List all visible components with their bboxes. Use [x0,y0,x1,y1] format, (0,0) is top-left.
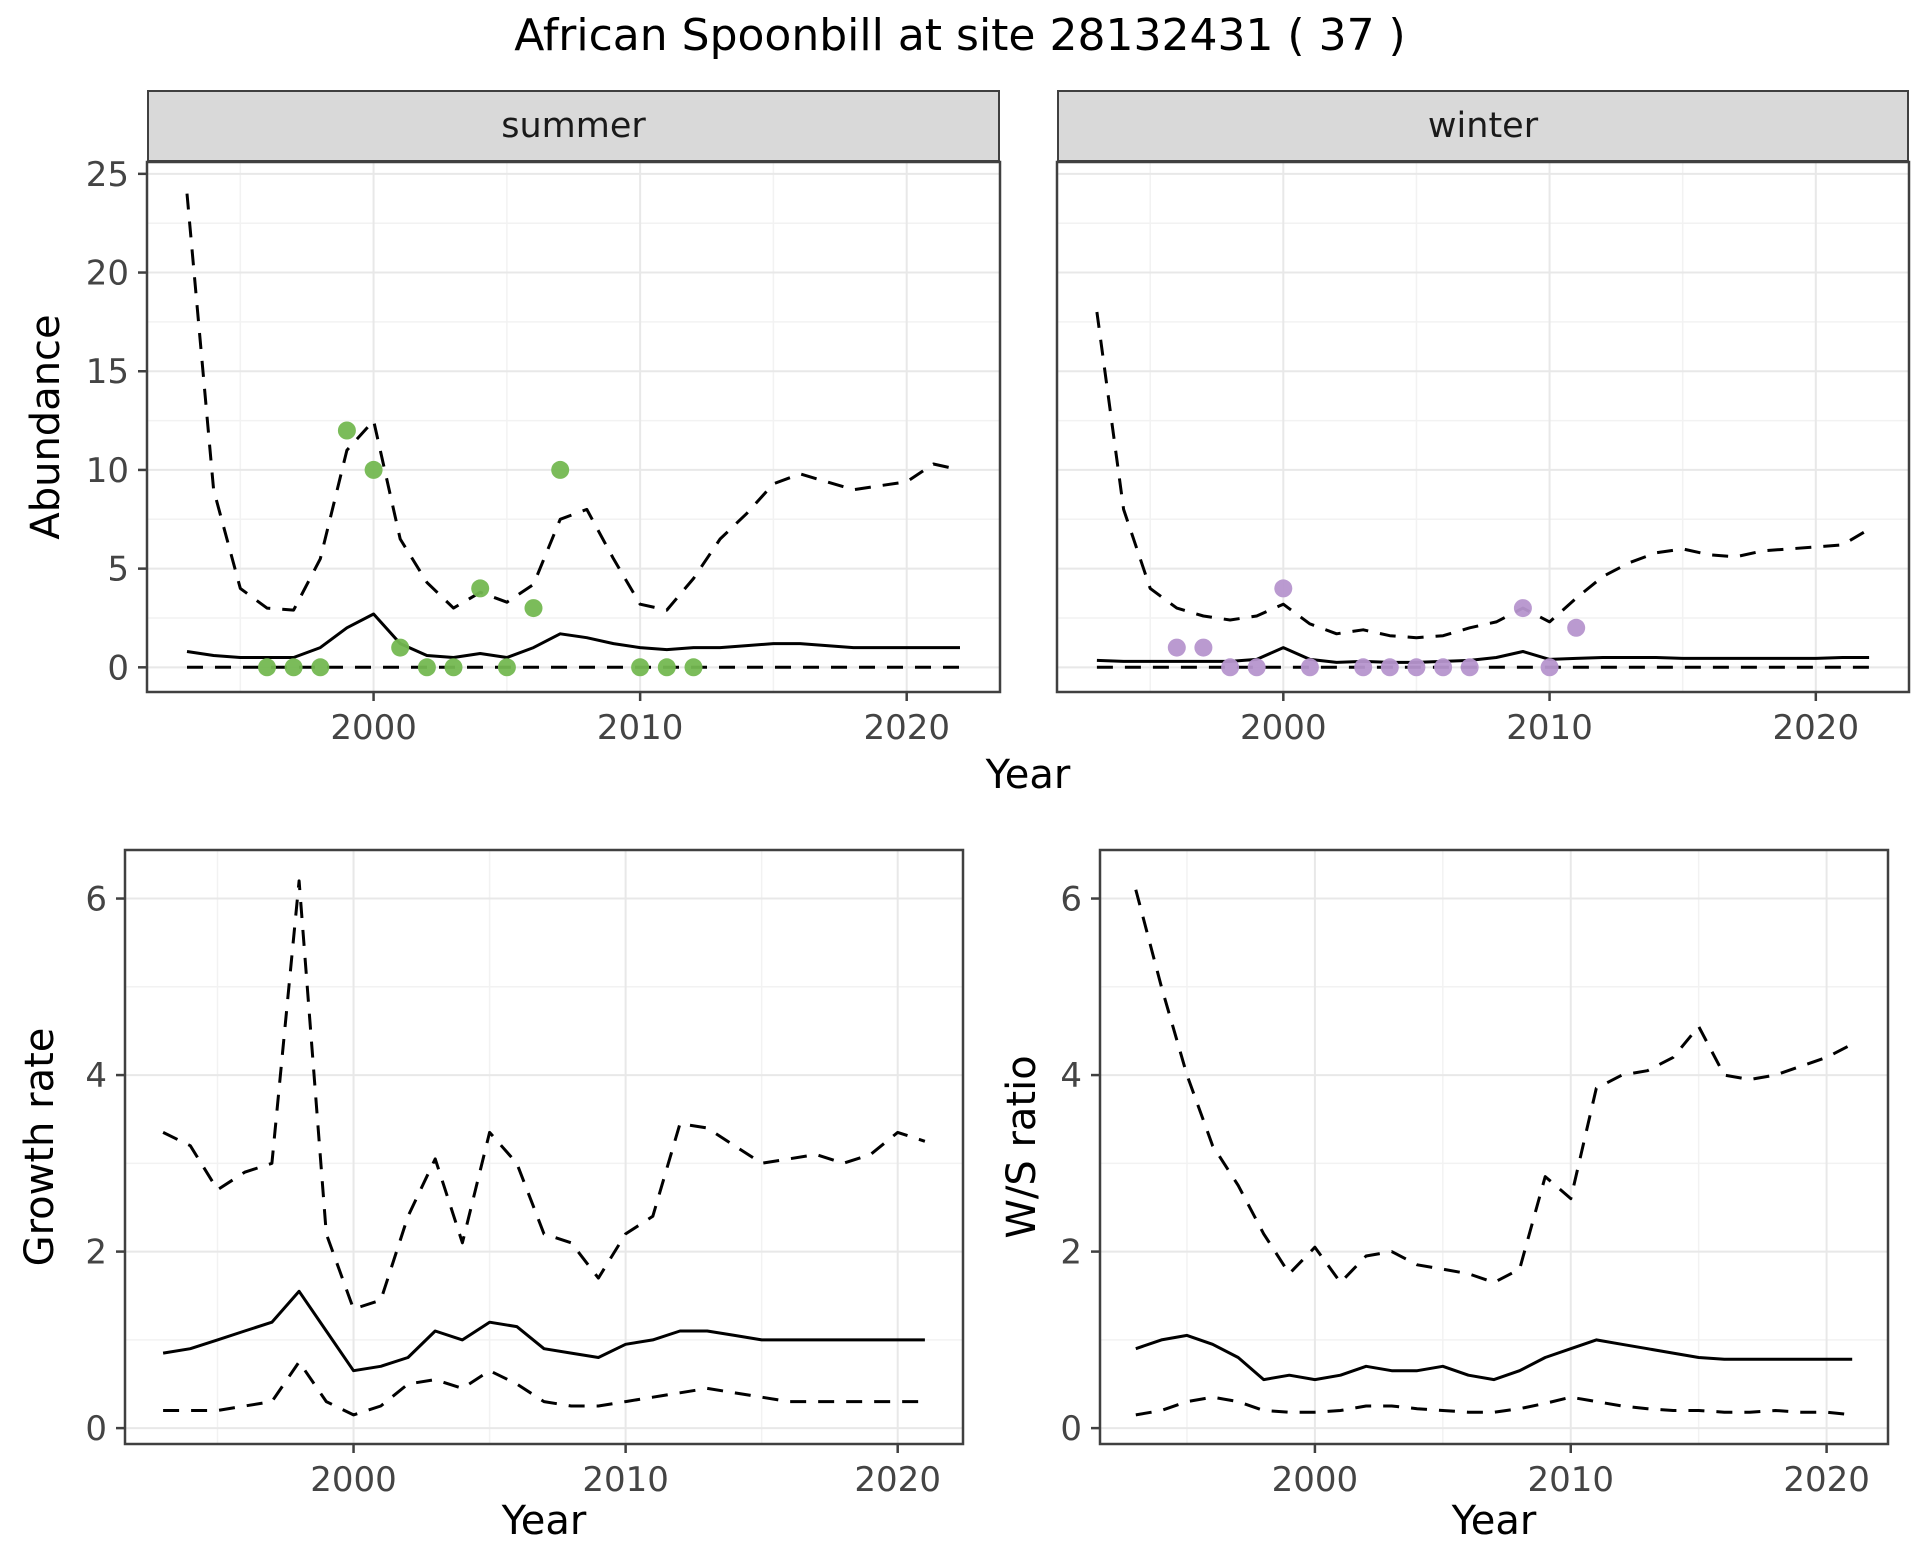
panel-background [125,850,963,1444]
upper-ci-line [185,193,961,612]
observation-point [1513,599,1532,618]
upper-ci-line [1134,889,1853,1284]
observation-point [1247,658,1266,677]
observation-point [1460,658,1479,677]
panel-border [1098,848,1890,1446]
observation-point [1434,658,1453,677]
panel-border [123,848,965,1446]
y-tick-label: 0 [1060,1409,1082,1449]
x-axis-label-year-growth: Year [501,1498,587,1544]
observation-point [1167,638,1186,657]
x-tick-label: 2010 [1527,1460,1614,1500]
x-tick-label: 2010 [1506,708,1593,748]
panel-ws-ratio: 2000 2010 2020 0 2 4 6 [1060,848,1890,1500]
x-tick-label: 2020 [1783,1460,1870,1500]
panel-abundance-summer: 2000 2010 2020 0 5 10 15 20 25 [86,155,1002,748]
x-tick-label: 2020 [854,1460,941,1500]
y-tick-label: 6 [1060,880,1082,920]
observation-point [1194,638,1213,657]
observation-point [391,638,410,657]
observation-point [444,658,463,677]
y-axis-label-growth-rate: Growth rate [17,1027,63,1267]
observation-point [1407,658,1426,677]
y-tick-label: 5 [107,550,129,590]
panel-background [1057,162,1909,692]
x-tick-label: 2000 [1240,708,1327,748]
facet-strip-winter-label: winter [1427,106,1539,146]
panel-background [147,162,1000,692]
upper-ci-line [1095,311,1870,640]
observation-point [1274,579,1293,598]
median-line [1135,1333,1853,1382]
panel-background [1100,850,1888,1444]
facet-strip-summer: summer [147,90,1000,162]
observation-point [497,658,516,677]
y-tick-label: 15 [86,352,129,392]
panel-abundance-winter: 2000 2010 2020 [1055,160,1911,748]
median-line [162,1289,925,1373]
y-tick-label: 6 [85,880,107,920]
chart-title: African Spoonbill at site 28132431 ( 37 … [514,10,1406,61]
panel-growth-rate: 2000 2010 2020 0 2 4 6 [85,848,965,1500]
observation-point [657,658,676,677]
y-tick-label: 25 [86,155,129,195]
facet-strip-summer-label: summer [501,106,646,146]
x-axis-label-year-ws: Year [1451,1498,1537,1544]
observation-point [1567,618,1586,637]
lower-ci-line [1135,1395,1853,1417]
observation-point [1540,658,1559,677]
observation-point [1380,658,1399,677]
y-tick-label: 4 [1060,1056,1082,1096]
observation-point [417,658,436,677]
x-tick-label: 2000 [310,1460,397,1500]
observation-point [551,460,570,479]
observation-point [1300,658,1319,677]
y-tick-label: 0 [85,1409,107,1449]
y-tick-label: 4 [85,1056,107,1096]
y-tick-label: 0 [107,648,129,688]
upper-ci-line [162,879,926,1311]
observation-point [631,658,650,677]
x-axis-label-year-top: Year [985,752,1071,798]
observation-point [684,658,703,677]
panel-border [145,160,1002,694]
observation-point [364,460,383,479]
x-tick-label: 2020 [1773,708,1860,748]
observation-point [284,658,303,677]
y-axis-label-ws-ratio: W/S ratio [999,1055,1045,1239]
x-tick-label: 2010 [582,1460,669,1500]
x-tick-label: 2000 [1272,1460,1359,1500]
x-tick-label: 2020 [863,708,950,748]
y-tick-label: 2 [85,1233,107,1273]
observation-point [1221,658,1240,677]
observation-point [1354,658,1373,677]
facet-strip-winter: winter [1057,90,1909,162]
y-axis-label-abundance: Abundance [23,314,69,540]
observation-point [258,658,276,677]
observation-point [337,421,356,440]
observation-point [311,658,330,677]
y-tick-label: 2 [1060,1233,1082,1273]
panel-border [1055,160,1911,694]
observation-point [524,599,543,618]
x-tick-label: 2010 [597,708,684,748]
y-tick-label: 10 [86,451,129,491]
x-tick-label: 2000 [330,708,417,748]
median-line [186,612,960,659]
lower-ci-line [163,1360,925,1417]
observation-point [471,579,490,598]
y-tick-label: 20 [86,254,129,294]
